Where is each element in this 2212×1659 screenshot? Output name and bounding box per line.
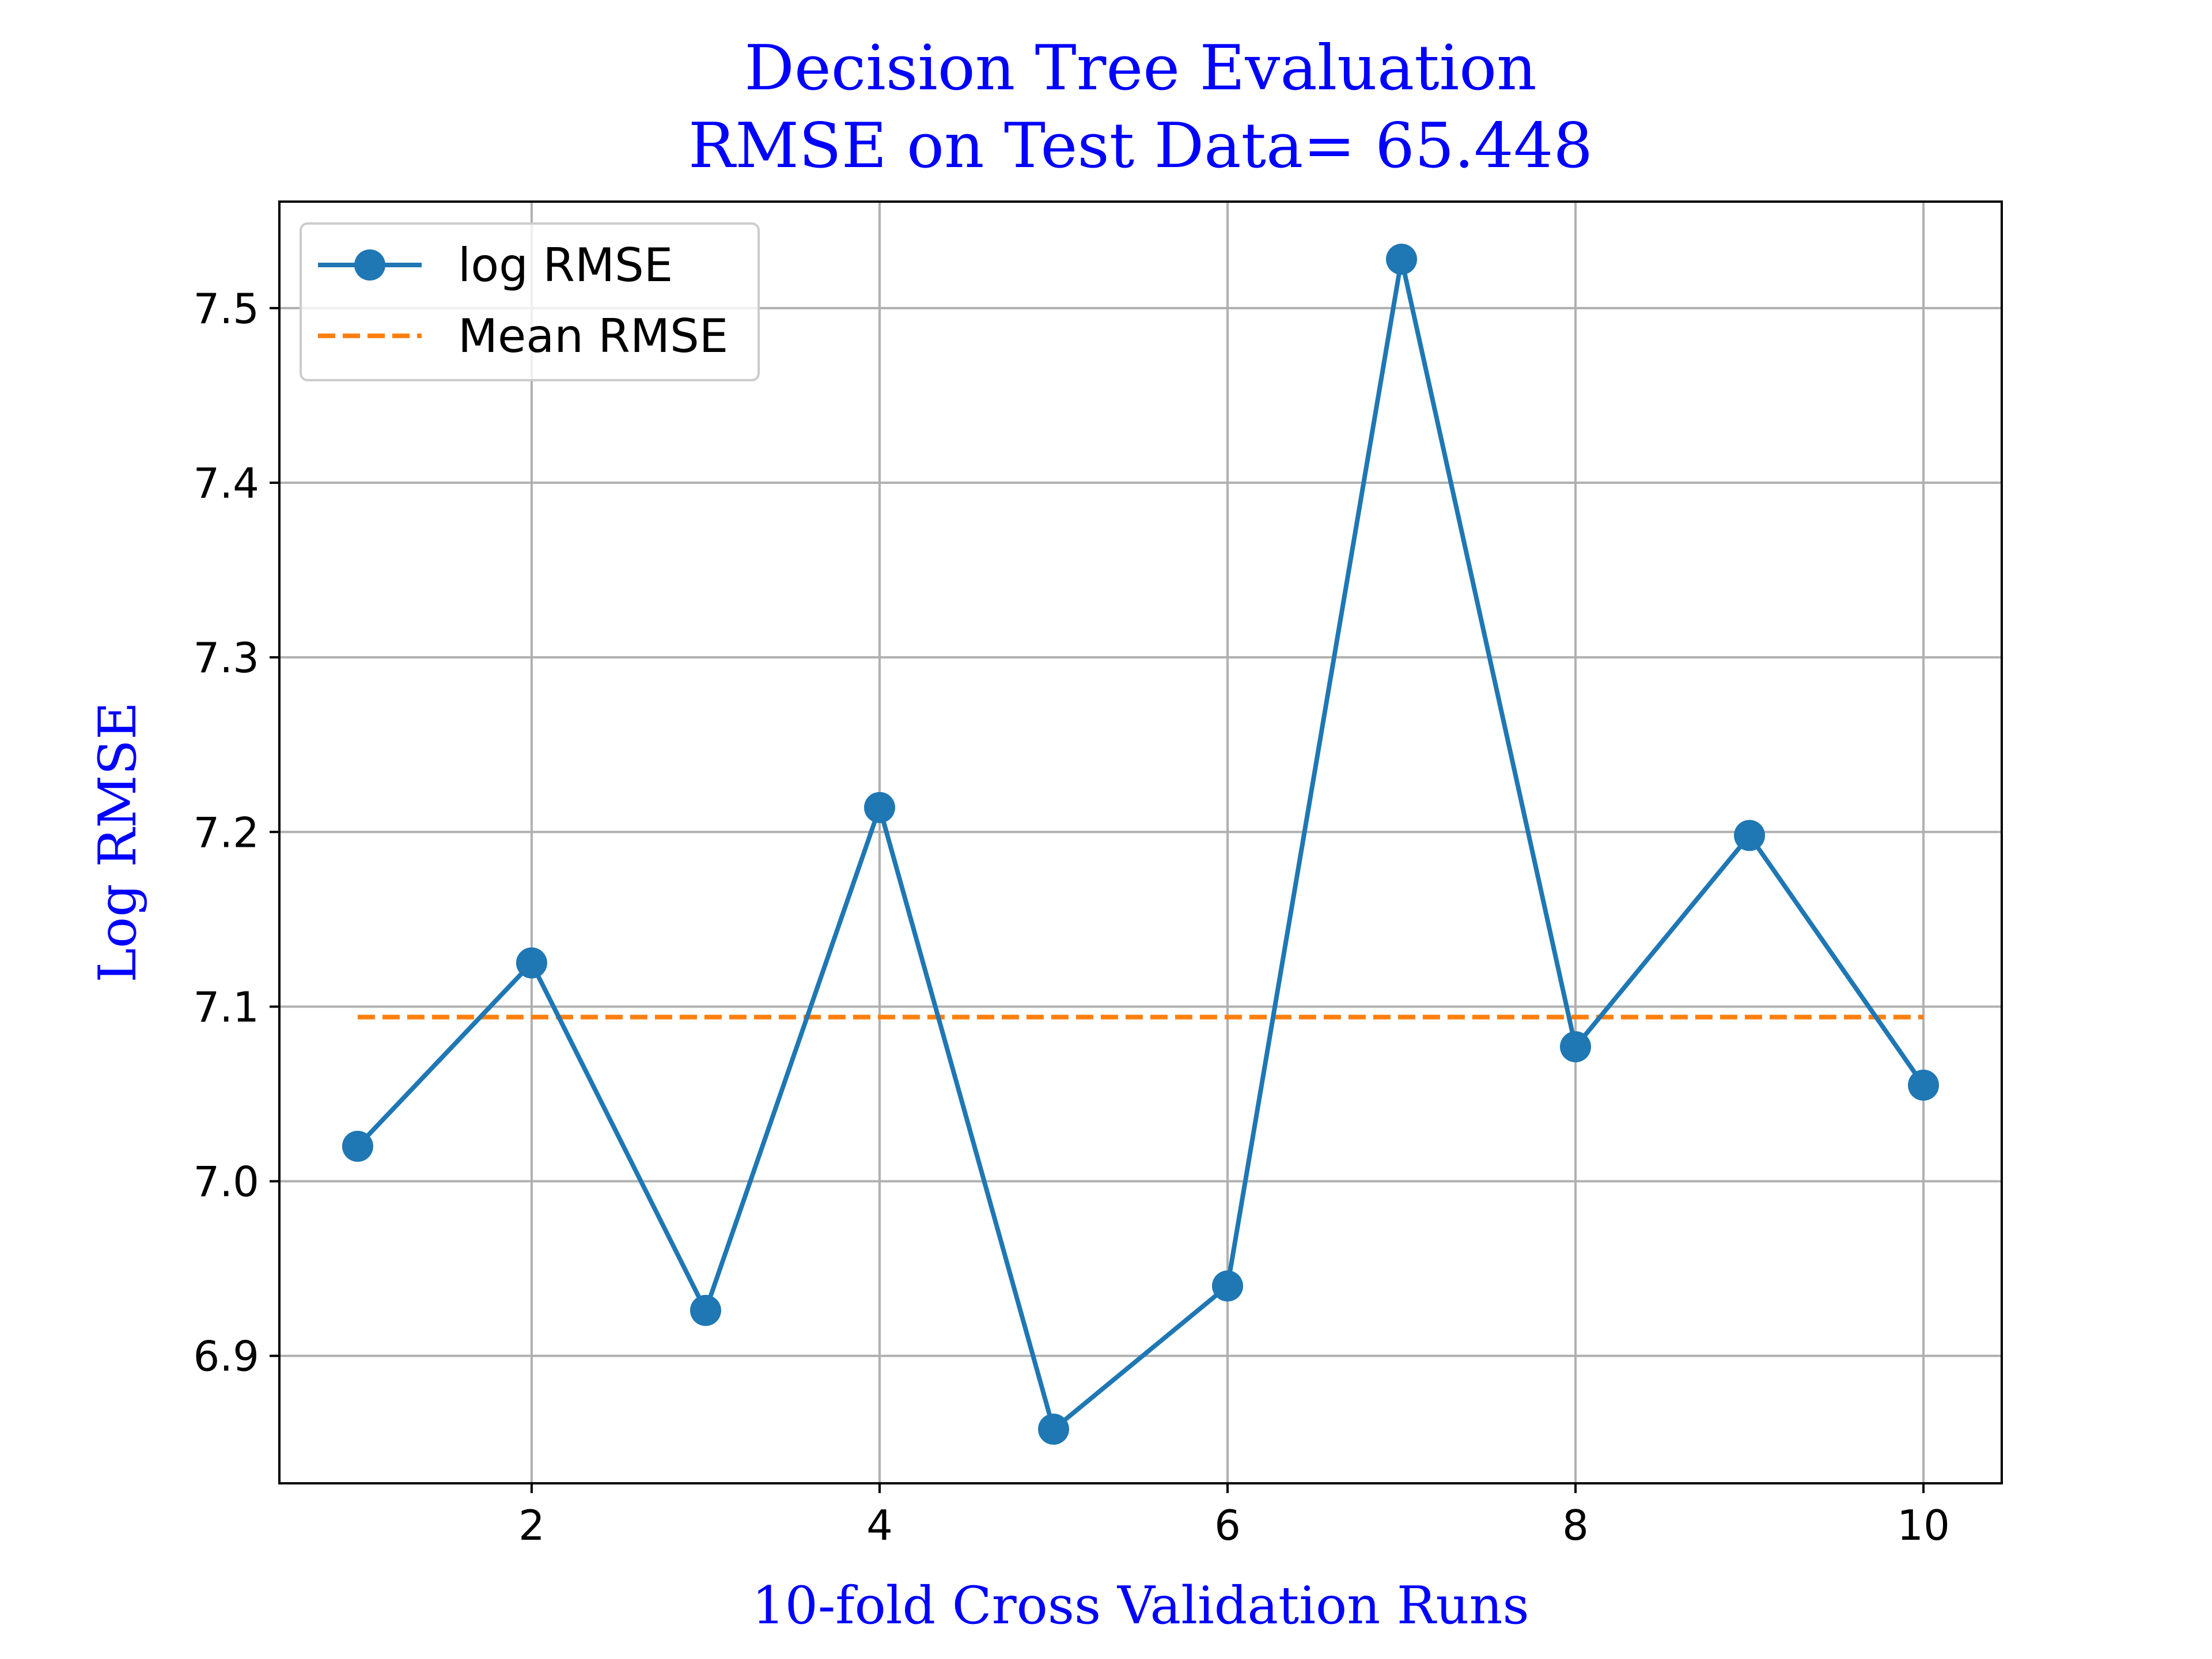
log-rmse-point [1386, 244, 1418, 275]
y-tick-label: 7.2 [193, 808, 259, 857]
plot-series [342, 244, 1940, 1445]
legend-marker-log-rmse [354, 249, 385, 281]
legend: log RMSE Mean RMSE [300, 222, 760, 381]
x-tick-label: 10 [1897, 1501, 1950, 1550]
x-tick-label: 8 [1562, 1501, 1589, 1550]
plot-frame [278, 200, 2003, 1484]
log-rmse-point [1560, 1031, 1592, 1063]
y-tick-label: 7.3 [193, 634, 259, 682]
x-axis-label: 10-fold Cross Validation Runs [752, 1575, 1529, 1636]
legend-label-mean-rmse: Mean RMSE [458, 309, 728, 363]
y-tick-label: 7.1 [193, 983, 259, 1031]
log-rmse-point [1212, 1270, 1244, 1302]
x-tick-label: 2 [518, 1501, 545, 1550]
y-tick-label: 7.4 [193, 459, 259, 507]
log-rmse-point [863, 791, 895, 823]
log-rmse-point [342, 1130, 373, 1162]
log-rmse-point [690, 1294, 721, 1326]
log-rmse-line [356, 257, 1926, 1432]
grid-lines [279, 202, 2002, 1483]
y-axis-label: Log RMSE [88, 702, 148, 982]
y-tick-label: 7.0 [193, 1158, 259, 1206]
log-rmse-point [1908, 1069, 1940, 1101]
log-rmse-point [1734, 820, 1766, 851]
axis-ticks: 2 4 6 8 10 6.9 7.0 7.1 7.2 7.3 7.4 7.5 [193, 285, 1949, 1550]
chart-subtitle: RMSE on Test Data= 65.448 [688, 110, 1593, 182]
chart-title: Decision Tree Evaluation [744, 32, 1536, 104]
y-tick-label: 6.9 [193, 1332, 259, 1381]
x-tick-label: 6 [1214, 1501, 1241, 1550]
legend-label-log-rmse: log RMSE [458, 238, 673, 292]
log-rmse-point [516, 947, 547, 979]
log-rmse-point [1037, 1414, 1069, 1445]
x-tick-label: 4 [866, 1501, 893, 1550]
y-tick-label: 7.5 [193, 285, 259, 333]
